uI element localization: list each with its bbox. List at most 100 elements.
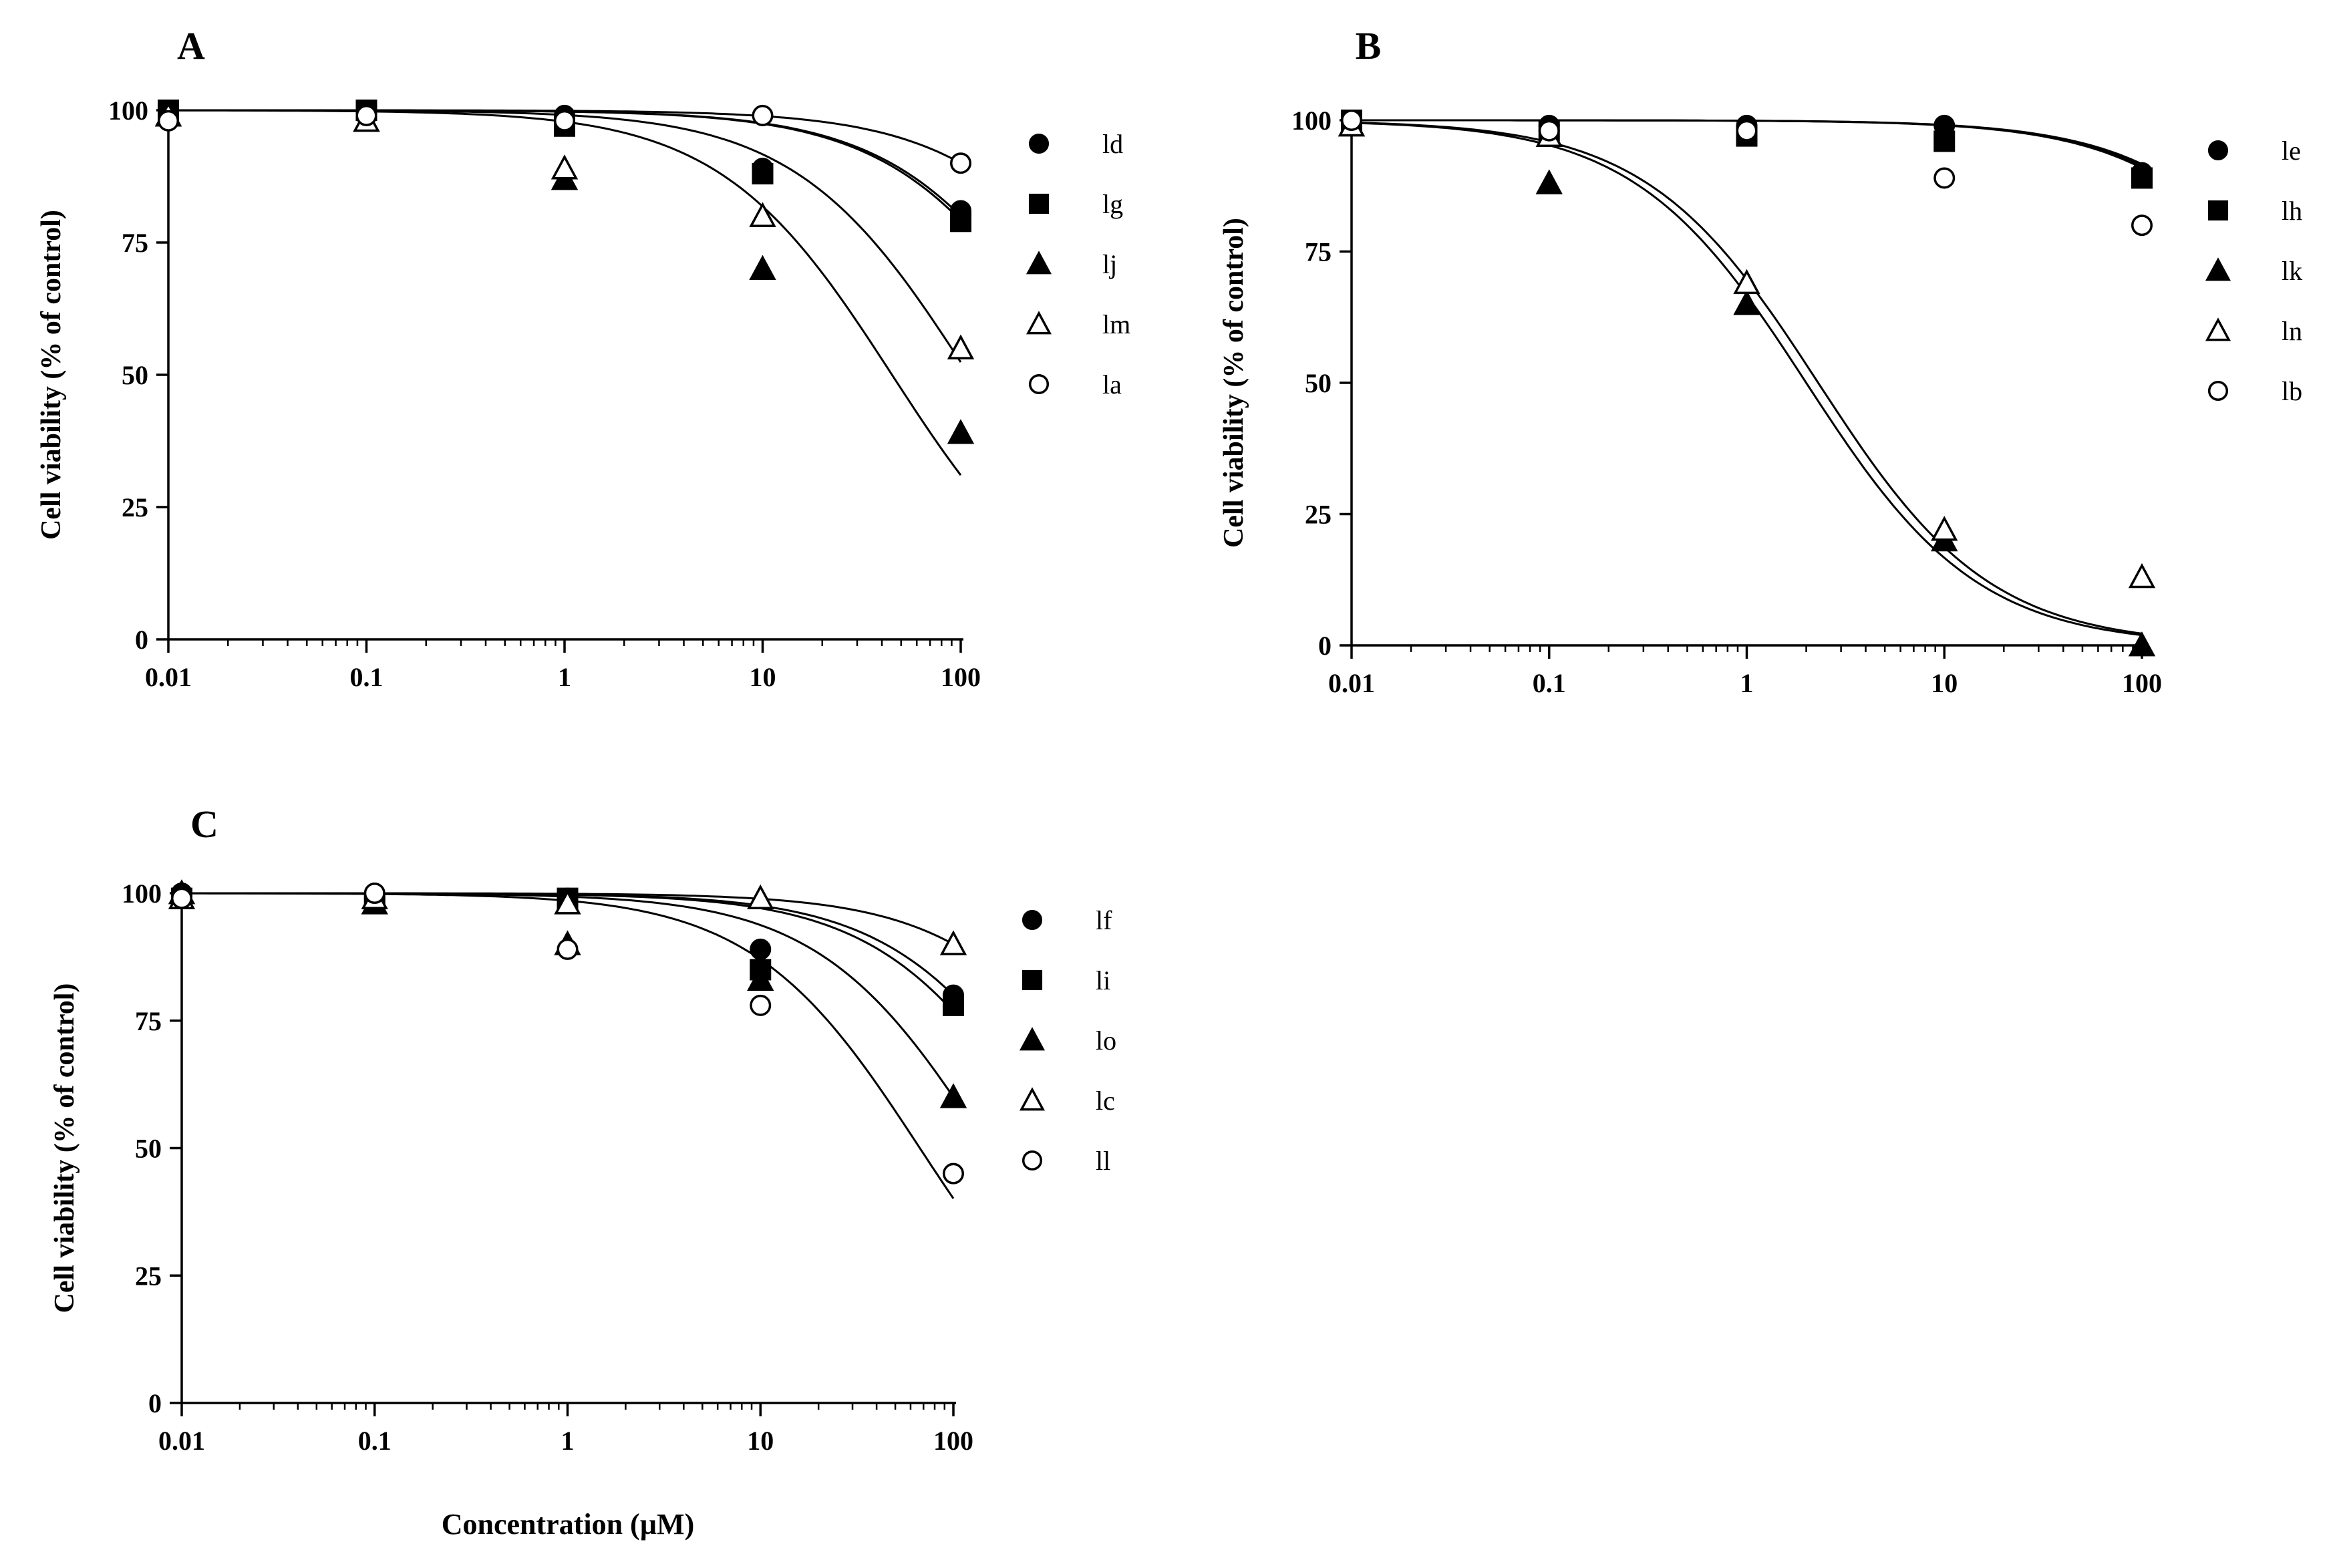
x-tick-label: 10	[747, 1426, 774, 1456]
x-tick-label: 1	[1740, 668, 1754, 698]
x-tick-label: 1	[558, 662, 571, 692]
x-tick-label: 0.01	[158, 1426, 205, 1456]
legend-label-lc: lc	[1096, 1086, 1115, 1116]
x-tick-label: 1	[561, 1426, 575, 1456]
x-tick-label: 100	[941, 662, 981, 692]
legend-label-li: li	[1096, 965, 1110, 995]
y-tick-label: 100	[108, 96, 148, 126]
data-point-lm	[947, 334, 975, 359]
legend-label-lh: lh	[2282, 196, 2302, 226]
legend-label-lb: lb	[2282, 376, 2302, 406]
legend-label-lm: lm	[1102, 309, 1130, 339]
legend-label-lj: lj	[1102, 249, 1117, 279]
data-point-lg	[752, 163, 774, 185]
y-axis-title: Cell viability (% of control)	[36, 210, 67, 540]
panel-b: B 0 25 50 75 100 0.01 0.1 1 10 100 Cell viability (…	[1219, 24, 2302, 698]
data-point-lf	[750, 938, 772, 960]
legend-label-ld: ld	[1102, 129, 1123, 159]
data-point-lc	[554, 889, 581, 915]
legend-marker-lh	[2207, 200, 2229, 221]
data-point-lm	[749, 202, 776, 227]
data-point-ln	[1931, 516, 1958, 541]
y-tick-label: 0	[135, 625, 148, 655]
data-point-lj	[947, 419, 975, 444]
legend-marker-ln	[2205, 317, 2231, 341]
legend-marker-lo	[1019, 1027, 1046, 1051]
data-point-lj	[749, 255, 776, 281]
y-tick-label: 25	[135, 1261, 162, 1291]
y-tick-label: 100	[1291, 106, 1332, 136]
legend-marker-ld	[1028, 133, 1050, 154]
data-point-ln	[1733, 269, 1760, 295]
data-point-ll	[750, 994, 772, 1016]
data-point-ll	[363, 883, 385, 904]
y-axis-title: Cell viability (% of control)	[49, 983, 80, 1313]
panel-a: A 0 25 50 75 100 0.01 0.1 1 10 100 Cell viability (…	[36, 24, 1130, 692]
panel-letter: B	[1356, 24, 1382, 67]
fit-curve-lk	[1351, 122, 2143, 637]
data-point-lk	[1733, 290, 1760, 315]
data-point-lh	[2131, 167, 2153, 189]
legend-label-lo: lo	[1096, 1026, 1116, 1056]
legend-label-ll: ll	[1096, 1146, 1110, 1176]
y-tick-label: 75	[135, 1006, 162, 1036]
data-point-lg	[950, 210, 971, 232]
legend-label-ln: ln	[2282, 316, 2302, 346]
legend-marker-lj	[1026, 251, 1052, 275]
data-point-lk	[2128, 631, 2156, 657]
data-point-lb	[1538, 120, 1560, 142]
legend-marker-la	[1028, 373, 1050, 395]
data-point-ll	[171, 887, 192, 909]
data-point-la	[752, 104, 774, 126]
data-point-lo	[939, 1083, 967, 1108]
x-tick-label: 0.1	[350, 662, 383, 692]
y-tick-label: 75	[1305, 237, 1332, 267]
data-point-lc	[939, 930, 967, 955]
x-tick-label: 0.01	[1328, 668, 1375, 698]
x-tick-label: 10	[1931, 668, 1958, 698]
legend-label-lg: lg	[1102, 189, 1123, 219]
legend-label-lk: lk	[2282, 256, 2302, 286]
data-point-ll	[557, 938, 579, 960]
data-point-la	[950, 152, 971, 174]
data-point-lb	[2131, 214, 2153, 237]
data-point-lb	[1341, 110, 1362, 131]
legend-marker-lf	[1022, 909, 1043, 931]
y-tick-label: 0	[1318, 631, 1332, 661]
legend-marker-lb	[2207, 380, 2229, 402]
data-point-ln	[2128, 563, 2156, 589]
legend-marker-lm	[1026, 311, 1052, 335]
data-point-ll	[943, 1162, 964, 1185]
legend-marker-ll	[1022, 1150, 1043, 1171]
x-tick-label: 100	[933, 1426, 973, 1456]
y-tick-label: 25	[1305, 500, 1332, 530]
y-tick-label: 100	[122, 879, 162, 909]
data-point-lo	[747, 965, 774, 991]
x-axis-title: Concentration (µM)	[442, 1508, 695, 1541]
data-point-lk	[1535, 169, 1563, 194]
data-point-lc	[747, 884, 774, 910]
data-point-lb	[1933, 167, 1956, 189]
panel-c: C 0 25 50 75 100 0.01 0.1 1 10 100 Cell viability (…	[49, 802, 1116, 1456]
data-point-la	[355, 104, 377, 126]
y-tick-label: 50	[122, 360, 148, 390]
legend-marker-le	[2207, 140, 2229, 161]
y-tick-label: 50	[1305, 368, 1332, 398]
legend-marker-lc	[1019, 1087, 1046, 1111]
data-point-la	[158, 110, 179, 132]
fit-curve-ln	[1351, 121, 2143, 635]
y-axis-title: Cell viability (% of control)	[1219, 218, 1249, 548]
y-tick-label: 75	[122, 228, 148, 258]
y-tick-label: 50	[135, 1134, 162, 1164]
panel-letter: C	[190, 802, 218, 846]
data-point-lm	[551, 154, 579, 180]
x-tick-label: 100	[2122, 668, 2162, 698]
legend-label-la: la	[1102, 369, 1122, 400]
data-point-la	[554, 110, 575, 132]
panel-letter: A	[177, 24, 205, 67]
legend-marker-lg	[1028, 193, 1050, 214]
legend-marker-lk	[2205, 257, 2231, 281]
x-tick-label: 0.1	[1533, 668, 1566, 698]
x-tick-label: 0.1	[358, 1426, 392, 1456]
